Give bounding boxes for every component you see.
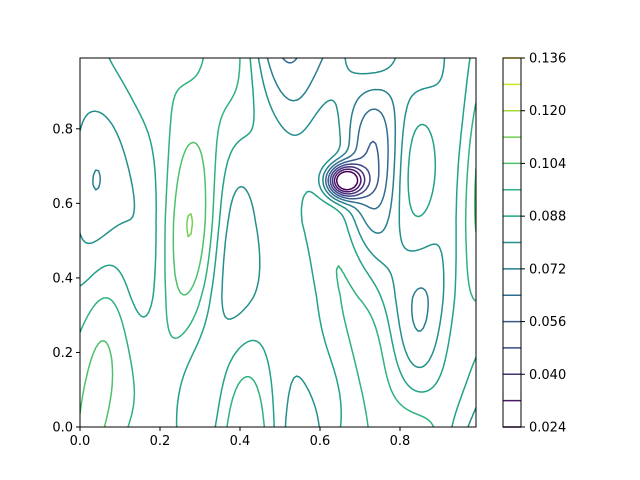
colorbar: 0.024 0.040 0.056 0.072 0.088 0.104 0.120 0.136 <box>502 52 566 436</box>
x-tick-label: 0.6 <box>310 434 331 449</box>
y-tick-label: 0.0 <box>52 421 73 436</box>
contour-level-7 <box>80 58 476 427</box>
contour-level-3 <box>329 163 371 197</box>
colorbar-tick-label: 0.056 <box>529 315 566 330</box>
contour-level-1 <box>333 168 362 193</box>
contour-level-10 <box>80 141 476 427</box>
y-tick-label: 0.2 <box>52 346 73 361</box>
colorbar-tick-label: 0.040 <box>529 368 566 383</box>
plot-frame <box>79 57 477 428</box>
y-axis: 0.0 0.2 0.4 0.6 0.8 <box>52 122 80 436</box>
contour-level-6 <box>92 58 429 332</box>
contour-level-2 <box>331 166 366 195</box>
contour-lines <box>80 58 476 427</box>
contour-level-11 <box>186 213 194 238</box>
y-tick-label: 0.8 <box>52 122 73 137</box>
x-tick-label: 0.0 <box>70 434 91 449</box>
contour-level-5 <box>281 58 389 210</box>
x-tick-label: 0.8 <box>390 434 411 449</box>
colorbar-tick-label: 0.120 <box>529 104 566 119</box>
x-axis: 0.0 0.2 0.4 0.6 0.8 <box>70 427 411 449</box>
contour-level-4 <box>327 140 380 200</box>
contour-level-9 <box>80 58 476 427</box>
y-tick-label: 0.4 <box>52 271 73 286</box>
colorbar-tick-label: 0.088 <box>529 210 566 225</box>
contour-level-8 <box>80 58 476 427</box>
contour-level-0 <box>336 170 359 191</box>
colorbar-tick-label: 0.104 <box>529 157 566 172</box>
colorbar-frame <box>502 57 522 428</box>
colorbar-tick-label: 0.072 <box>529 262 566 277</box>
colorbar-tick-label: 0.024 <box>529 421 566 436</box>
x-tick-label: 0.2 <box>150 434 171 449</box>
y-tick-label: 0.6 <box>52 197 73 212</box>
x-tick-label: 0.4 <box>230 434 251 449</box>
colorbar-tick-label: 0.136 <box>529 52 566 67</box>
